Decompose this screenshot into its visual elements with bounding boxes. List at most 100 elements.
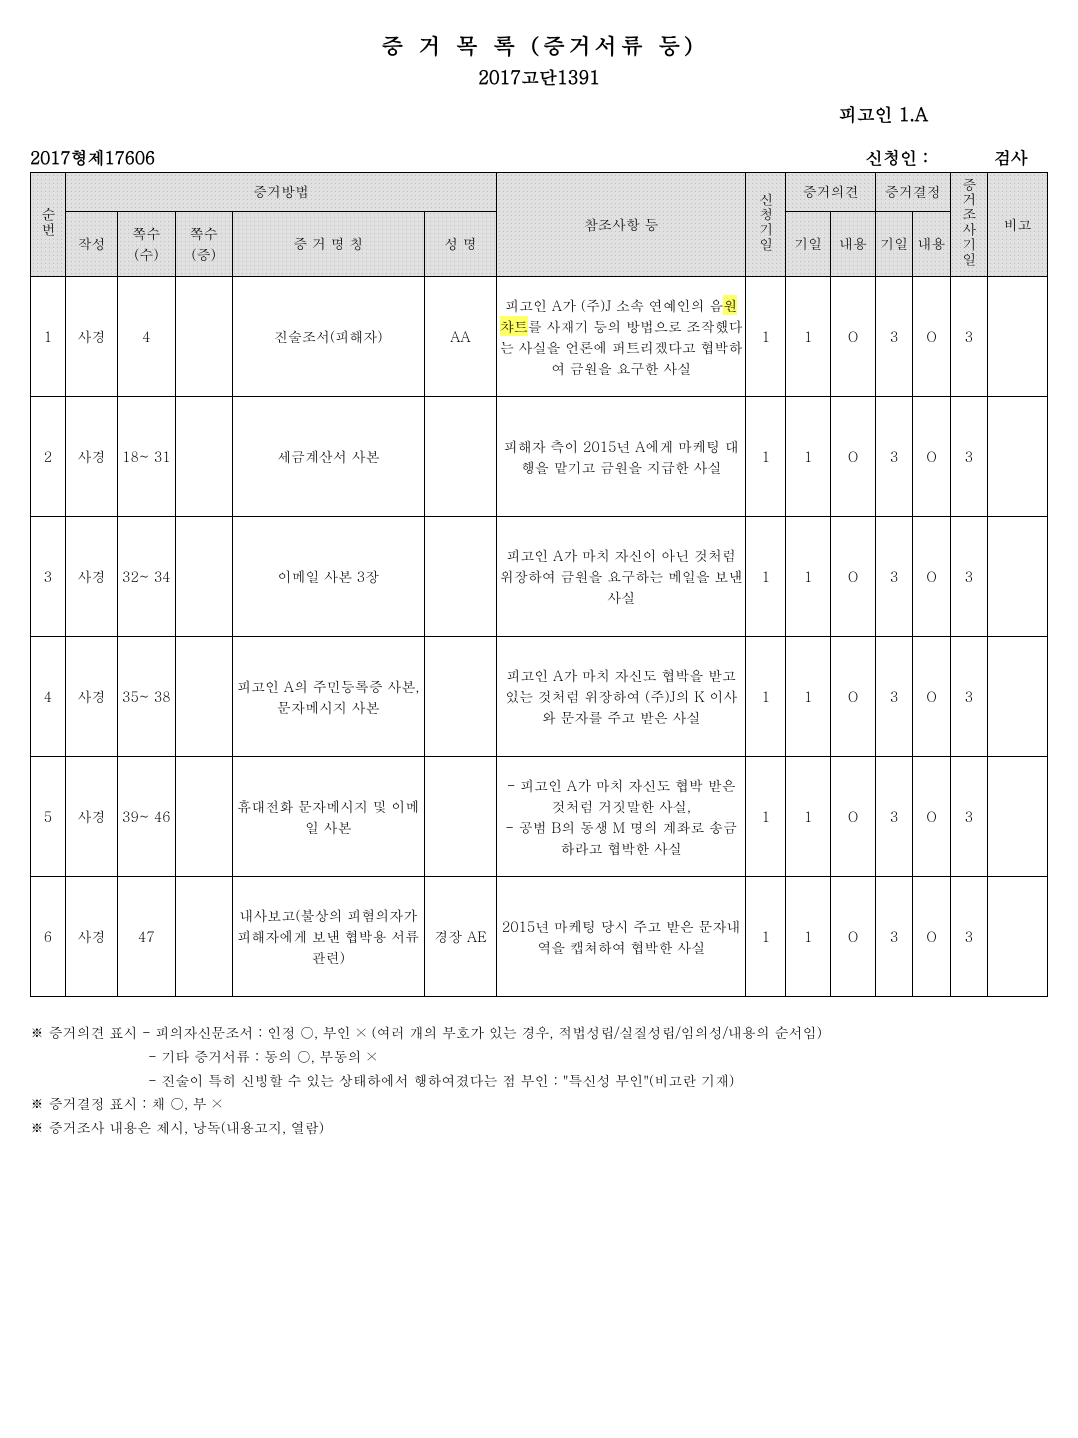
cell: 47: [118, 877, 175, 997]
cell: O: [831, 397, 876, 517]
cell: O: [913, 517, 950, 637]
cell: 3: [950, 877, 987, 997]
cell: 내사보고(불상의 피혐의자가 피해자에게 보낸 협박용 서류 관련): [232, 877, 424, 997]
cell: 피고인 A가 (주)J 소속 연예인의 음원챠트를 사재기 등의 방법으로 조작…: [497, 277, 746, 397]
col-op-date: 기일: [786, 211, 831, 276]
table-row: 4사경35~ 38피고인 A의 주민등록증 사본, 문자메시지 사본피고인 A가…: [31, 637, 1048, 757]
cell: 사경: [65, 877, 117, 997]
col-seq: 순번: [37, 207, 58, 237]
cell: 경장 AE: [424, 877, 496, 997]
footnote-4: ※ 증거결정 표시 : 채 ○, 부 ×: [30, 1092, 1048, 1116]
cell: 사경: [65, 517, 117, 637]
cell: 피고인 A가 마치 자신도 협박을 받고 있는 것처럼 위장하여 (주)J의 K…: [497, 637, 746, 757]
cell: O: [913, 877, 950, 997]
col-reference: 참조사항 등: [497, 173, 746, 277]
cell: 사경: [65, 277, 117, 397]
cell: [175, 397, 232, 517]
footnote-5: ※ 증거조사 내용은 제시, 낭독(내용고지, 열람): [30, 1116, 1048, 1140]
cell: AA: [424, 277, 496, 397]
cell: 1: [786, 397, 831, 517]
cell: 4: [31, 637, 66, 757]
col-method-group: 증거방법: [65, 173, 496, 212]
cell: 3: [875, 277, 912, 397]
case-number: 2017고단1391: [30, 65, 1048, 90]
cell: [424, 637, 496, 757]
highlighted-text: 원챠트: [500, 295, 737, 336]
col-remark: 비고: [988, 173, 1048, 277]
cell: 3: [31, 517, 66, 637]
cell: O: [913, 397, 950, 517]
applicant-value: 검사: [984, 145, 1028, 169]
cell: [988, 277, 1048, 397]
cell: 3: [950, 517, 987, 637]
cell: 사경: [65, 637, 117, 757]
cell: 35~ 38: [118, 637, 175, 757]
col-op-content: 내용: [831, 211, 876, 276]
cell: 3: [950, 637, 987, 757]
col-page-jung: 쪽수(증): [175, 211, 232, 276]
cell: 3: [875, 877, 912, 997]
cell: [175, 277, 232, 397]
cell: 2015년 마케팅 당시 주고 받은 문자내역을 캡쳐하여 협박한 사실: [497, 877, 746, 997]
cell: O: [831, 277, 876, 397]
cell: 1: [746, 877, 786, 997]
cell: O: [831, 517, 876, 637]
cell: [175, 877, 232, 997]
col-decision-group: 증거결정: [875, 173, 950, 212]
cell: 3: [950, 397, 987, 517]
cell: 1: [746, 637, 786, 757]
footnote-3: - 진술이 특히 신빙할 수 있는 상태하에서 행하여졌다는 점 부인 : "특…: [30, 1069, 1048, 1093]
defendant-line: 피고인 1.A: [30, 102, 1048, 127]
cell: [424, 397, 496, 517]
cell: 휴대전화 문자메시지 및 이메일 사본: [232, 757, 424, 877]
cell: [424, 517, 496, 637]
table-row: 6사경47 내사보고(불상의 피혐의자가 피해자에게 보낸 협박용 서류 관련)경…: [31, 877, 1048, 997]
cell: [988, 757, 1048, 877]
evidence-table: 순번 증거방법 참조사항 등 신청기일 증거의견 증거결정 증거조사기일 비고 …: [30, 172, 1048, 997]
cell: 1: [786, 757, 831, 877]
cell: 6: [31, 877, 66, 997]
cell: 3: [875, 637, 912, 757]
cell: 사경: [65, 757, 117, 877]
cell: [175, 757, 232, 877]
cell: 32~ 34: [118, 517, 175, 637]
cell: 1: [746, 277, 786, 397]
cell: [988, 397, 1048, 517]
cell: 사경: [65, 397, 117, 517]
cell: 39~ 46: [118, 757, 175, 877]
cell: 3: [950, 757, 987, 877]
col-page-su: 쪽수(수): [118, 211, 175, 276]
cell: 5: [31, 757, 66, 877]
cell: 3: [950, 277, 987, 397]
applicant-label: 신청인 :: [866, 145, 978, 169]
footnotes: ※ 증거의견 표시 - 피의자신문조서 : 인정 ○, 부인 × (여러 개의 …: [30, 1021, 1048, 1140]
cell: [175, 637, 232, 757]
page-title: 증 거 목 록 (증거서류 등): [30, 30, 1048, 61]
cell: 18~ 31: [118, 397, 175, 517]
cell: 4: [118, 277, 175, 397]
cell: 1: [786, 517, 831, 637]
cell: 1: [786, 877, 831, 997]
cell: 세금계산서 사본: [232, 397, 424, 517]
footnote-1: ※ 증거의견 표시 - 피의자신문조서 : 인정 ○, 부인 × (여러 개의 …: [30, 1021, 1048, 1045]
cell: 1: [786, 637, 831, 757]
cell: 1: [31, 277, 66, 397]
cell: O: [913, 637, 950, 757]
cell: O: [913, 757, 950, 877]
table-row: 1사경4진술조서(피해자)AA피고인 A가 (주)J 소속 연예인의 음원챠트를…: [31, 277, 1048, 397]
record-number: 2017형제17606: [30, 145, 155, 169]
cell: O: [913, 277, 950, 397]
table-row: 2사경18~ 31 세금계산서 사본 피해자 측이 2015년 A에게 마케팅 대행…: [31, 397, 1048, 517]
cell: 3: [875, 517, 912, 637]
col-dec-date: 기일: [875, 211, 912, 276]
cell: 피해자 측이 2015년 A에게 마케팅 대행을 맡기고 금원을 지급한 사실: [497, 397, 746, 517]
cell: [424, 757, 496, 877]
table-row: 5사경39~ 46휴대전화 문자메시지 및 이메일 사본- 피고인 A가 마치 …: [31, 757, 1048, 877]
cell: 1: [786, 277, 831, 397]
cell: [988, 637, 1048, 757]
cell: 1: [746, 757, 786, 877]
col-evidence-name: 증 거 명 칭: [232, 211, 424, 276]
cell: 2: [31, 397, 66, 517]
cell: [988, 877, 1048, 997]
col-dec-content: 내용: [913, 211, 950, 276]
